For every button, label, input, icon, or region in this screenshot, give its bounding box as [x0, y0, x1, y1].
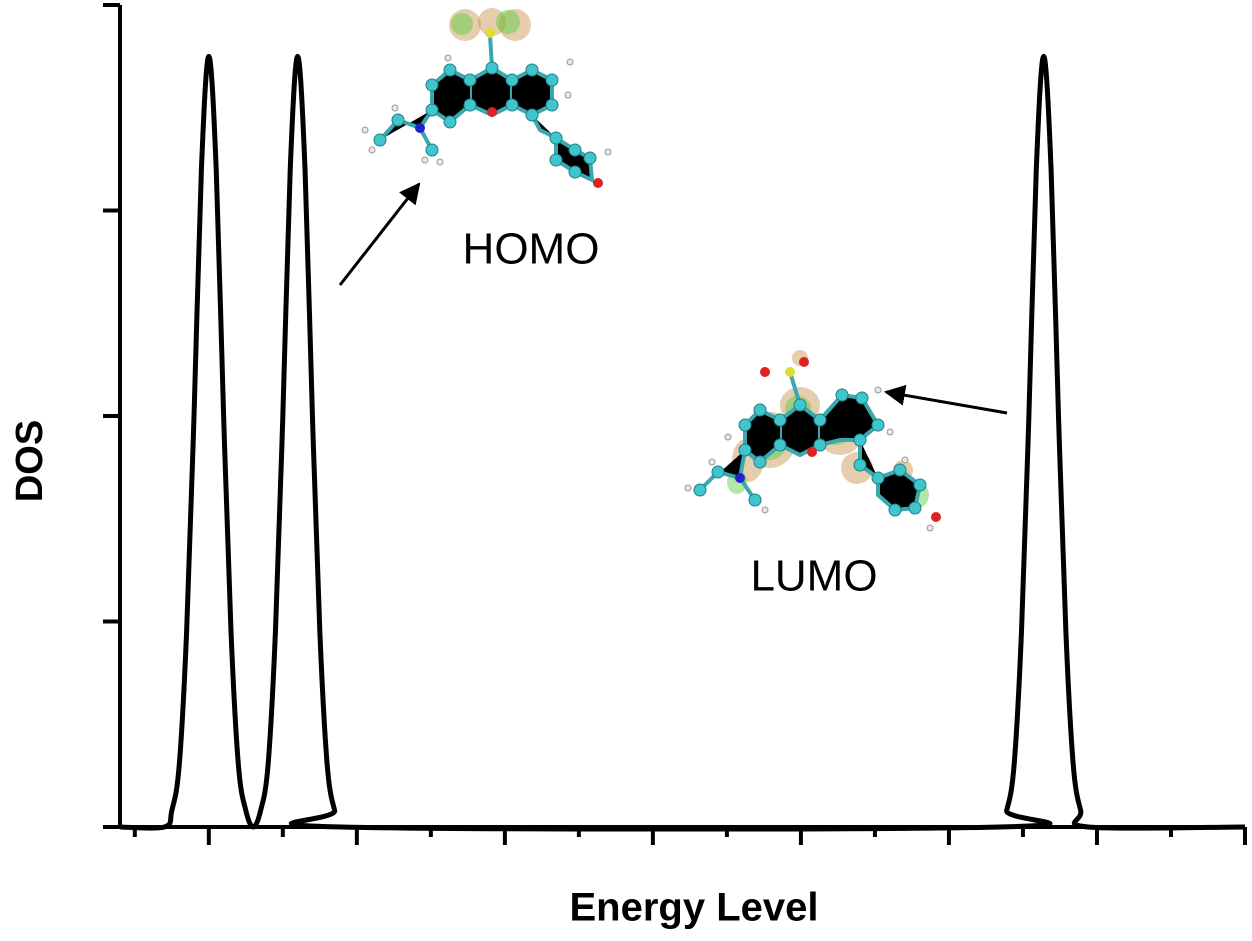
homo-arrow [338, 182, 421, 286]
lumo-arrow [883, 384, 1008, 415]
annotation: HOMO [463, 225, 600, 274]
annotation: LUMO [750, 552, 877, 601]
dos-curve [119, 53, 1246, 832]
x-axis-label: Energy Level [569, 886, 818, 930]
y-axis-label: DOS [9, 420, 51, 502]
homo-molecule [361, 8, 612, 188]
axes [118, 5, 1245, 829]
lumo-molecule [684, 350, 941, 532]
